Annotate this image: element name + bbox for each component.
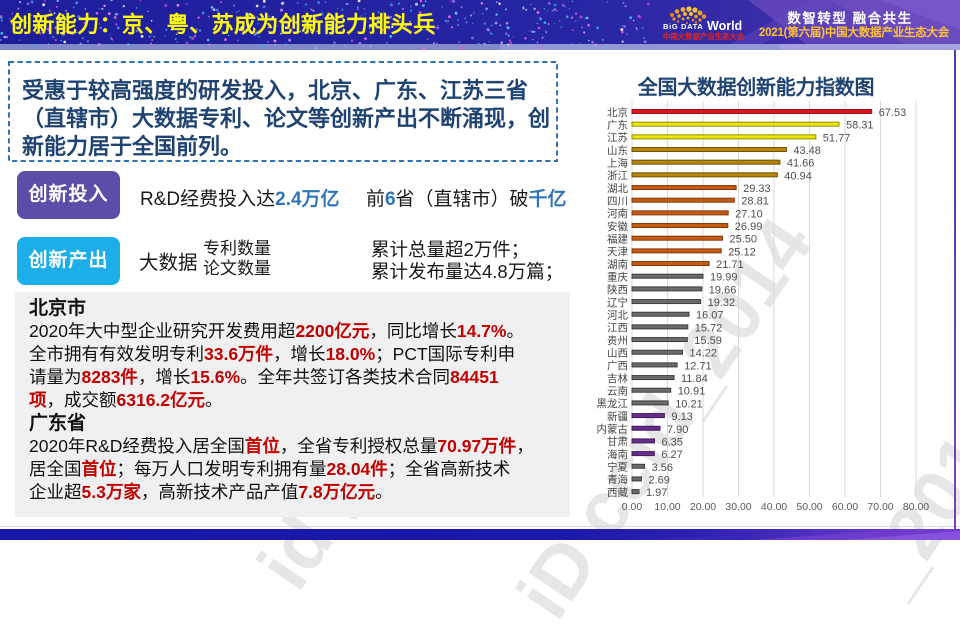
- svg-text:51.77: 51.77: [823, 132, 851, 144]
- svg-text:21.71: 21.71: [716, 259, 744, 271]
- svg-text:3.56: 3.56: [652, 462, 673, 474]
- svg-text:40.00: 40.00: [761, 501, 787, 513]
- svg-text:28.81: 28.81: [741, 196, 769, 208]
- svg-text:陕西: 陕西: [607, 283, 628, 296]
- svg-text:新疆: 新疆: [607, 410, 628, 423]
- svg-text:19.99: 19.99: [710, 272, 738, 284]
- svg-text:7.90: 7.90: [667, 424, 688, 436]
- svg-text:6.35: 6.35: [662, 436, 683, 448]
- svg-text:41.66: 41.66: [787, 158, 815, 170]
- svg-text:贵州: 贵州: [607, 334, 628, 347]
- svg-text:四川: 四川: [607, 196, 628, 208]
- svg-text:云南: 云南: [607, 385, 628, 398]
- svg-text:湖北: 湖北: [607, 183, 628, 195]
- svg-text:10.91: 10.91: [678, 386, 706, 398]
- svg-text:内蒙古: 内蒙古: [597, 423, 629, 436]
- svg-text:9.13: 9.13: [671, 411, 692, 423]
- svg-text:6.27: 6.27: [661, 449, 682, 461]
- svg-text:安徽: 安徽: [607, 220, 628, 233]
- svg-text:广东: 广东: [607, 119, 628, 132]
- svg-text:25.12: 25.12: [728, 246, 756, 258]
- svg-text:29.33: 29.33: [743, 183, 771, 195]
- svg-text:25.50: 25.50: [730, 234, 758, 246]
- svg-text:2.69: 2.69: [649, 474, 670, 486]
- svg-text:19.32: 19.32: [708, 297, 736, 309]
- svg-text:50.00: 50.00: [796, 501, 822, 513]
- svg-text:15.59: 15.59: [694, 335, 722, 347]
- svg-text:27.10: 27.10: [735, 208, 763, 220]
- svg-text:福建: 福建: [607, 233, 628, 246]
- svg-text:浙江: 浙江: [607, 170, 628, 182]
- svg-text:12.71: 12.71: [684, 360, 712, 372]
- svg-text:26.99: 26.99: [735, 221, 763, 233]
- svg-text:10.00: 10.00: [654, 501, 680, 513]
- svg-text:广西: 广西: [607, 360, 628, 372]
- svg-text:辽宁: 辽宁: [607, 296, 628, 309]
- svg-text:湖南: 湖南: [607, 258, 628, 271]
- svg-text:上海: 上海: [607, 157, 628, 170]
- svg-text:14.22: 14.22: [690, 348, 718, 360]
- svg-text:0.00: 0.00: [622, 501, 643, 513]
- svg-text:全国大数据创新能力指数图: 全国大数据创新能力指数图: [637, 75, 874, 99]
- svg-text:江西: 江西: [607, 322, 628, 334]
- svg-text:67.53: 67.53: [879, 107, 907, 119]
- svg-text:20.00: 20.00: [690, 501, 716, 513]
- svg-text:16.07: 16.07: [696, 310, 724, 322]
- svg-text:1.97: 1.97: [646, 487, 667, 499]
- svg-text:BiG DATA: BiG DATA: [663, 22, 703, 31]
- svg-text:河南: 河南: [607, 207, 628, 220]
- svg-text:19.66: 19.66: [709, 284, 737, 296]
- svg-text:60.00: 60.00: [832, 501, 858, 513]
- svg-text:中国大数据产业生态大会: 中国大数据产业生态大会: [663, 32, 745, 41]
- svg-text:甘肃: 甘肃: [607, 435, 628, 448]
- svg-text:World: World: [707, 19, 742, 33]
- svg-text:11.84: 11.84: [681, 373, 708, 385]
- svg-text:40.94: 40.94: [784, 170, 812, 182]
- svg-text:10.21: 10.21: [675, 398, 703, 410]
- svg-text:山西: 山西: [607, 348, 628, 360]
- svg-text:43.48: 43.48: [793, 145, 821, 157]
- svg-text:青海: 青海: [607, 473, 628, 486]
- svg-text:江苏: 江苏: [607, 131, 628, 144]
- svg-text:70.00: 70.00: [867, 501, 893, 513]
- svg-text:黑龙江: 黑龙江: [597, 397, 629, 410]
- svg-text:30.00: 30.00: [725, 501, 751, 513]
- svg-text:西藏: 西藏: [607, 487, 628, 499]
- svg-text:重庆: 重庆: [607, 271, 628, 284]
- svg-text:北京: 北京: [607, 106, 628, 119]
- svg-text:天津: 天津: [607, 246, 628, 258]
- svg-text:海南: 海南: [607, 448, 628, 461]
- svg-text:80.00: 80.00: [903, 501, 929, 513]
- svg-text:15.72: 15.72: [695, 322, 723, 334]
- svg-text:58.31: 58.31: [846, 120, 874, 132]
- svg-text:宁夏: 宁夏: [607, 461, 628, 474]
- svg-text:河北: 河北: [607, 310, 628, 322]
- svg-text:吉林: 吉林: [607, 372, 628, 385]
- svg-text:山东: 山东: [607, 144, 628, 157]
